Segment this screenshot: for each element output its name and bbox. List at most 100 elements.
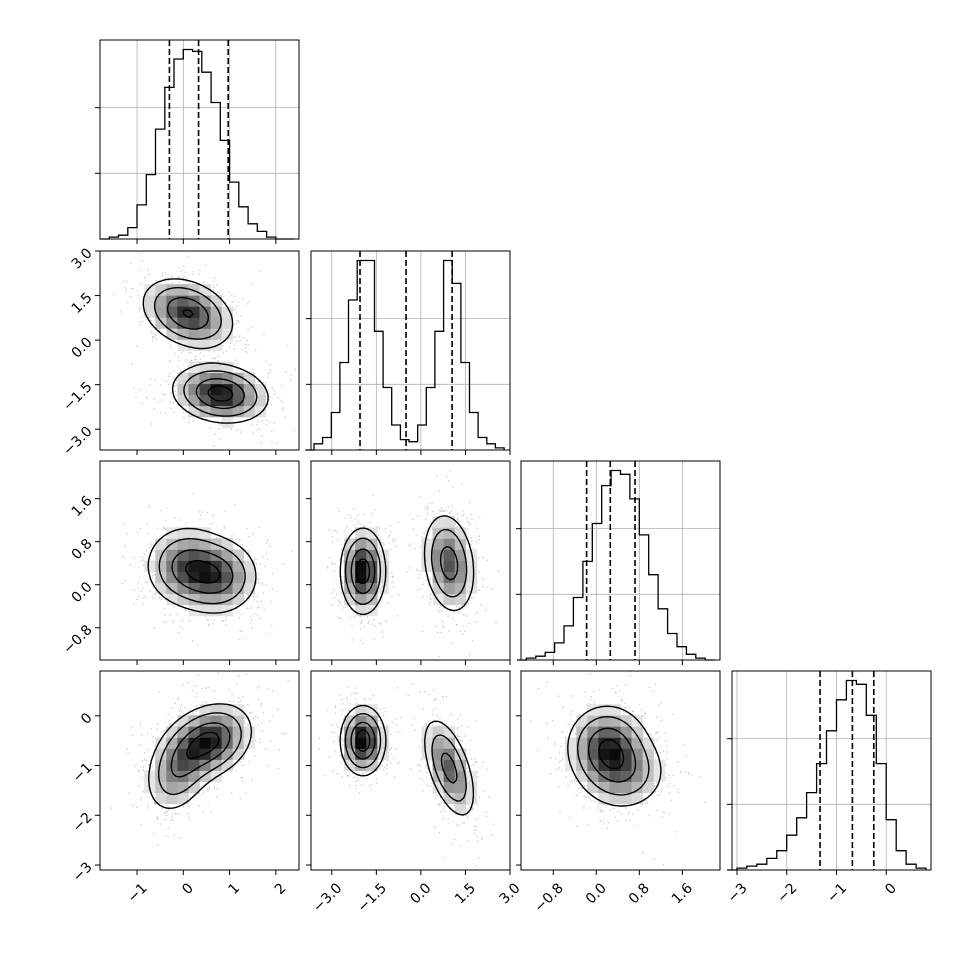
x-tick-label: 0.0 [583, 880, 610, 907]
panel-frame [310, 670, 511, 871]
density-cell [366, 726, 378, 738]
density-cell [576, 748, 588, 760]
density-cell [177, 394, 189, 407]
contour-level-2 [577, 716, 650, 796]
density-cell [221, 571, 234, 584]
density-cell [221, 328, 234, 340]
density-cell [620, 781, 632, 794]
x-tick-label: −3 [725, 880, 751, 906]
density-cell [221, 372, 234, 385]
density-cell [177, 328, 189, 340]
x-tick-label: 0.0 [407, 880, 434, 907]
density-cell [210, 317, 223, 329]
density-cell [631, 715, 644, 727]
y-tick-label: 0 [78, 710, 96, 728]
density-cell [454, 770, 467, 782]
x-tick-label: −1 [125, 880, 151, 906]
density-cell [199, 571, 211, 584]
density-cell [576, 759, 588, 771]
density-cell [199, 582, 211, 595]
y-tick-label: −0.8 [60, 622, 95, 657]
density-cell [221, 538, 234, 550]
density-cell [421, 538, 434, 550]
density-cell [609, 748, 621, 760]
density-cell [188, 560, 200, 572]
panel-frame [520, 460, 721, 661]
contour-level-1 [587, 727, 637, 783]
density-cell [199, 593, 211, 606]
density-cell [199, 527, 211, 539]
pair-panel-2-1 [306, 460, 511, 665]
density-cell [221, 715, 234, 727]
density-cell [454, 759, 467, 771]
density-cell [221, 306, 234, 318]
density-cell [188, 538, 200, 550]
density-cell [344, 748, 356, 760]
density-cell [199, 549, 211, 561]
density-cell [355, 759, 367, 771]
density-cell [188, 593, 200, 606]
density-cell [155, 737, 167, 749]
density-cell [576, 770, 588, 782]
panel-frame [99, 460, 300, 661]
density-cell [609, 759, 621, 771]
density-cell [221, 317, 234, 329]
density-cell [587, 781, 599, 794]
density-cell [377, 582, 389, 595]
density-cell [188, 770, 200, 782]
density-cell [188, 394, 200, 407]
density-cell [210, 383, 223, 396]
density-cell [144, 295, 156, 307]
density-cell [432, 516, 445, 528]
density-cell [177, 726, 189, 738]
density-cell [355, 549, 367, 561]
density-cell [366, 704, 378, 716]
histogram-step [727, 679, 927, 871]
density-cell [609, 704, 621, 716]
density-cell [232, 726, 245, 738]
contour-level-0 [182, 309, 234, 402]
density-cell [344, 571, 356, 584]
density-cell [232, 737, 245, 749]
density-cell [344, 582, 356, 595]
density-cell [155, 317, 167, 329]
pair-panel-1-0: 3.0 1.5 0.0 −1.5 −3.0 [60, 245, 300, 459]
density-cell [177, 737, 189, 749]
density-cell [377, 737, 389, 749]
density-cell [199, 306, 211, 318]
density-cell [355, 538, 367, 550]
density-cell [232, 394, 245, 407]
density-cell [188, 306, 200, 318]
density-cell [232, 549, 245, 561]
contour-level-1 [170, 722, 231, 778]
density-cell [465, 781, 478, 794]
density-cell [565, 748, 577, 760]
density-cell [377, 571, 389, 584]
density-cell [620, 715, 632, 727]
density-cell [443, 593, 456, 606]
density-cell [243, 571, 256, 584]
panel-frame [520, 670, 721, 871]
density-cell [177, 538, 189, 550]
density-cell [432, 726, 445, 738]
density-cell [631, 770, 644, 782]
panel-frame [310, 460, 511, 661]
x-tick-label: −0.8 [532, 880, 567, 915]
hist-panel-1 [305, 250, 511, 455]
contour-level-0 [598, 739, 625, 770]
density-cell [177, 781, 189, 794]
density-cell [366, 759, 378, 771]
density-cell [598, 792, 610, 805]
contour-level-3 [339, 704, 475, 816]
density-cell [210, 604, 223, 617]
density-cell [377, 560, 389, 572]
density-cell [565, 737, 577, 749]
density-cell [221, 759, 234, 771]
density-cell [355, 604, 367, 617]
density-cell [199, 704, 211, 716]
density-cell [177, 549, 189, 561]
density-cell [366, 748, 378, 760]
density-cell [188, 405, 200, 418]
density-cell [177, 759, 189, 771]
